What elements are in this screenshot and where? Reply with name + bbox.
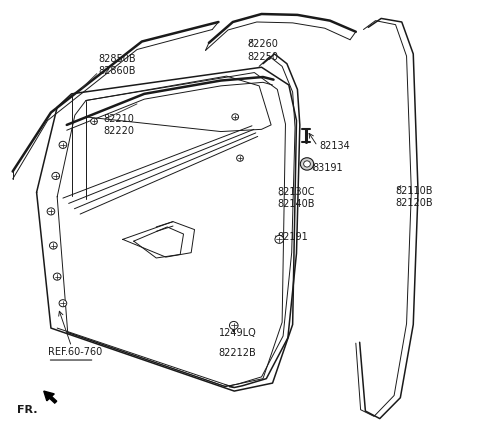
Circle shape — [229, 321, 238, 329]
Circle shape — [59, 142, 67, 149]
Text: 82260
82250: 82260 82250 — [247, 39, 278, 61]
Text: 82191: 82191 — [277, 232, 308, 242]
Circle shape — [91, 118, 97, 125]
Text: FR.: FR. — [17, 405, 38, 415]
Circle shape — [53, 273, 61, 280]
Circle shape — [275, 235, 284, 243]
Circle shape — [52, 172, 60, 179]
Circle shape — [300, 158, 314, 170]
Text: REF.60-760: REF.60-760 — [48, 347, 102, 357]
Text: 83191: 83191 — [313, 163, 343, 173]
Text: 1249LQ: 1249LQ — [218, 328, 256, 337]
Circle shape — [232, 114, 239, 120]
Circle shape — [59, 299, 67, 307]
Text: 82210
82220: 82210 82220 — [104, 114, 134, 136]
Text: 82212B: 82212B — [218, 348, 256, 358]
Circle shape — [237, 155, 243, 161]
Circle shape — [47, 208, 55, 215]
Circle shape — [304, 161, 311, 167]
Text: 82110B
82120B: 82110B 82120B — [396, 186, 433, 208]
Circle shape — [49, 242, 57, 249]
Text: 82850B
82860B: 82850B 82860B — [99, 54, 136, 76]
Text: 82130C
82140B: 82130C 82140B — [277, 187, 315, 209]
Text: 82134: 82134 — [319, 141, 350, 151]
FancyArrow shape — [44, 391, 57, 403]
